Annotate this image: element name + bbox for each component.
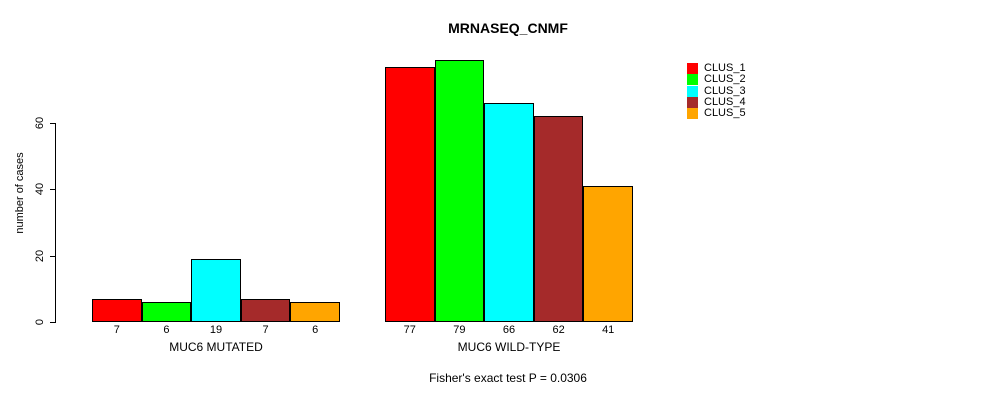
bar-clus-3-muc6-wild-type xyxy=(484,103,534,322)
y-axis-tick-label: 40 xyxy=(34,183,46,196)
legend-label: CLUS_1 xyxy=(704,62,746,74)
bar-value-label: 62 xyxy=(552,324,565,336)
y-axis-tick-label: 60 xyxy=(34,116,46,130)
y-axis-tick xyxy=(50,255,55,257)
bar-value-label: 79 xyxy=(453,324,466,336)
y-axis-tick xyxy=(50,189,55,191)
bar-value-label: 77 xyxy=(403,324,416,336)
y-axis-tick xyxy=(50,122,55,124)
legend-color-swatch xyxy=(687,63,698,74)
x-group-label-muc6-mutated: MUC6 MUTATED xyxy=(169,340,263,354)
legend-label: CLUS_4 xyxy=(704,95,746,108)
bar-value-label: 6 xyxy=(163,324,170,336)
legend-color-swatch xyxy=(687,74,698,86)
bar-clus-1-muc6-wild-type xyxy=(385,66,435,322)
y-axis-tick-label: 20 xyxy=(34,249,46,262)
bar-clus-1-muc6-mutated xyxy=(92,298,142,322)
legend-color-swatch xyxy=(687,108,698,120)
bar-clus-5-muc6-mutated xyxy=(290,302,340,322)
footnote-text: Fisher's exact test P = 0.0306 xyxy=(429,371,587,385)
y-axis-tick xyxy=(50,322,55,323)
bar-value-label: 7 xyxy=(113,324,120,336)
legend-color-swatch xyxy=(687,85,698,97)
y-axis-tick-label: 0 xyxy=(34,318,46,326)
bar-value-label: 19 xyxy=(209,324,223,336)
bar-clus-2-muc6-mutated xyxy=(141,302,192,322)
legend-color-swatch xyxy=(687,96,698,108)
bar-clus-4-muc6-wild-type xyxy=(533,116,584,322)
bar-value-label: 7 xyxy=(262,324,269,336)
bar-clus-4-muc6-mutated xyxy=(240,298,291,322)
bar-value-label: 41 xyxy=(602,324,615,336)
legend-label: CLUS_5 xyxy=(704,107,746,120)
bar-clus-5-muc6-wild-type xyxy=(583,186,633,322)
x-group-label-muc6-wild-type: MUC6 WILD-TYPE xyxy=(457,340,561,354)
bar-clus-3-muc6-mutated xyxy=(191,258,241,322)
legend-label: CLUS_3 xyxy=(704,84,746,97)
y-axis-title: number of cases xyxy=(14,152,26,234)
bar-clus-2-muc6-wild-type xyxy=(434,59,485,322)
y-axis-line xyxy=(55,122,56,323)
chart-title: MRNASEQ_CNMF xyxy=(448,20,568,36)
bar-value-label: 6 xyxy=(312,324,319,336)
bar-value-label: 66 xyxy=(502,324,516,336)
legend-label: CLUS_2 xyxy=(704,73,746,86)
